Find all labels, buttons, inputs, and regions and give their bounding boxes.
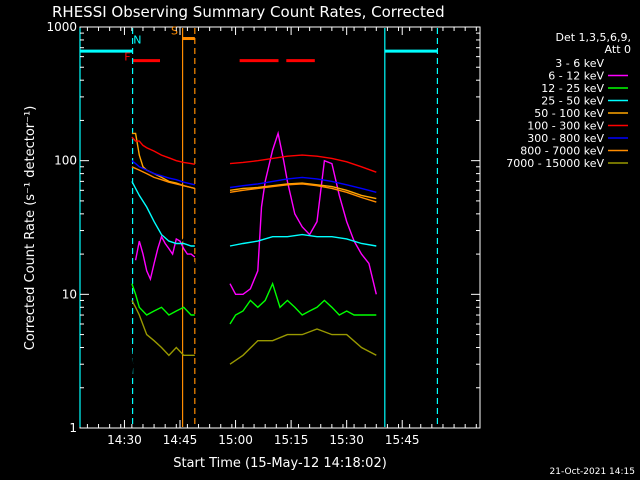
legend-header-line2: Att 0 xyxy=(605,43,631,56)
series-line-800-7000-kev xyxy=(229,183,377,203)
series-800-7000-kev xyxy=(131,166,377,203)
y-tick-label: 10 xyxy=(62,287,77,301)
series-line-6-12-kev xyxy=(229,130,377,295)
y-axis-label: Corrected Count Rate (s⁻¹ detector⁻¹) xyxy=(23,106,38,351)
y-tick-label: 1 xyxy=(69,421,77,435)
series-line-7000-15000-kev xyxy=(229,328,377,365)
series-line-12-25-kev xyxy=(131,283,195,316)
series-line-25-50-kev xyxy=(131,181,195,247)
series-3-6-kev xyxy=(131,171,377,383)
series-line-100-300-kev xyxy=(229,154,377,173)
annotation-f: F xyxy=(124,51,130,64)
series-line-7000-15000-kev xyxy=(131,300,195,357)
x-tick-label: 15:30 xyxy=(329,433,364,447)
series-100-300-kev xyxy=(131,136,377,173)
x-tick-label: 15:45 xyxy=(385,433,420,447)
series-line-3-6-kev xyxy=(229,171,377,308)
legend-label-12-25-kev: 12 - 25 keV xyxy=(541,82,604,95)
legend-label-800-7000-kev: 800 - 7000 keV xyxy=(520,145,604,158)
legend-label-25-50-kev: 25 - 50 keV xyxy=(541,95,604,108)
x-tick-label: 15:15 xyxy=(274,433,309,447)
legend-header-line1: Det 1,3,5,6,9, xyxy=(555,31,631,44)
x-tick-label: 14:30 xyxy=(107,433,142,447)
series-layer xyxy=(131,130,377,383)
annotation-layer: N S F xyxy=(124,24,178,63)
x-tick-label: 15:00 xyxy=(218,433,253,447)
annotation-n: N xyxy=(133,34,141,47)
series-line-50-100-kev xyxy=(229,182,377,200)
series-line-6-12-kev xyxy=(134,234,196,282)
x-axis: 14:30 14:45 15:00 15:15 15:30 15:45 xyxy=(86,27,477,447)
series-7000-15000-kev xyxy=(131,300,377,365)
legend-label-300-800-kev: 300 - 800 keV xyxy=(527,132,604,145)
x-tick-label: 14:45 xyxy=(163,433,198,447)
y-tick-label: 100 xyxy=(54,154,77,168)
y-tick-label: 1000 xyxy=(46,20,77,34)
series-line-300-800-kev xyxy=(229,176,377,193)
flag-layer xyxy=(80,37,438,63)
annotation-s: S xyxy=(171,24,178,37)
y-axis: 1 10 100 1000 xyxy=(46,20,480,435)
legend-label-7000-15000-kev: 7000 - 15000 keV xyxy=(506,157,604,170)
legend-label-3-6-kev: 3 - 6 keV xyxy=(555,57,604,70)
series-line-800-7000-kev xyxy=(131,166,195,190)
series-6-12-kev xyxy=(134,130,377,295)
series-25-50-kev xyxy=(131,181,377,247)
chart-title: RHESSI Observing Summary Count Rates, Co… xyxy=(52,3,445,21)
series-12-25-kev xyxy=(131,281,377,325)
legend-label-6-12-kev: 6 - 12 keV xyxy=(548,70,604,83)
series-line-12-25-kev xyxy=(229,281,377,325)
series-line-300-800-kev xyxy=(131,160,195,186)
series-300-800-kev xyxy=(131,160,377,193)
footer-timestamp: 21-Oct-2021 14:15 xyxy=(550,467,635,477)
series-line-25-50-kev xyxy=(229,233,377,247)
x-axis-label: Start Time (15-May-12 14:18:02) xyxy=(173,456,387,471)
series-line-100-300-kev xyxy=(131,136,195,165)
series-line-3-6-kev xyxy=(131,347,140,383)
legend-label-100-300-kev: 100 - 300 keV xyxy=(527,120,604,133)
legend-label-50-100-kev: 50 - 100 keV xyxy=(534,107,604,120)
series-line-3-6-kev xyxy=(153,237,196,272)
